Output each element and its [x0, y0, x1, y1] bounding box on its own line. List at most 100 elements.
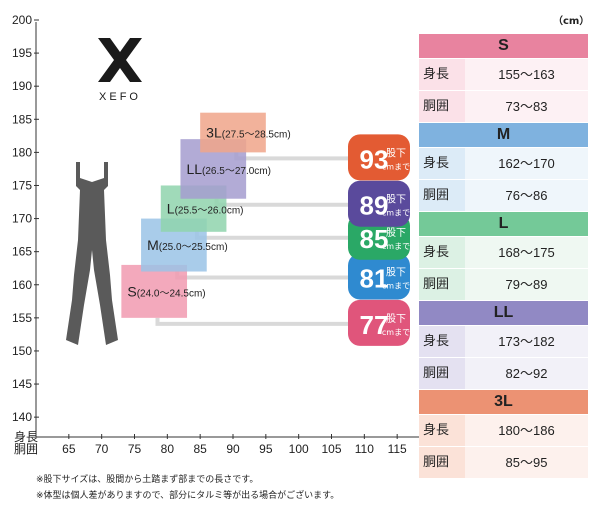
inseam-suffix-bottom-S: cmまで: [382, 328, 410, 337]
inseam-suffix-top-L: 股下: [386, 227, 406, 239]
y-tick-label: 200: [12, 13, 32, 27]
size-boxes: S(24.0〜24.5cm)M(25.0〜25.5cm)L(25.5〜26.0c…: [121, 112, 291, 318]
x-tick-label: 105: [321, 442, 341, 456]
y-tick-label: 165: [12, 245, 32, 259]
size-row-value: 168〜175: [465, 237, 588, 268]
size-box-3L: [200, 112, 266, 153]
connector-LL: [214, 198, 348, 207]
size-row-label: 胴囲: [423, 366, 450, 381]
size-row-height: 身長 155〜163: [419, 59, 588, 91]
y-tick-label: 155: [12, 311, 32, 325]
size-row-height: 身長 162〜170: [419, 148, 588, 180]
inseam-badge-M: [348, 253, 410, 300]
size-box-boot-S: (24.0〜24.5cm): [137, 288, 206, 299]
size-box-boot-M: (25.0〜25.5cm): [159, 242, 228, 253]
y-tick-label: 170: [12, 212, 32, 226]
inseam-badge-3L: [348, 134, 410, 181]
size-row-value: 85〜95: [465, 447, 588, 478]
inseam-suffix-bottom-L: cmまで: [382, 242, 410, 251]
size-row-value: 155〜163: [465, 59, 588, 90]
size-row-waist: 胴囲 73〜83: [419, 91, 588, 123]
size-box-boot-L: (25.5〜26.0cm): [175, 206, 244, 217]
size-table: S 身長 155〜163 胴囲 73〜83 M 身長 162〜170 胴囲 76〜86 L 身長 168…: [419, 34, 588, 479]
x-axis-title: 胴囲: [14, 442, 38, 456]
size-row-label: 身長: [423, 423, 450, 438]
y-tick-label: 145: [12, 377, 32, 391]
size-row-label: 胴囲: [423, 455, 450, 470]
inseam-suffix-top-LL: 股下: [386, 194, 406, 206]
inseam-value-L: 85: [360, 224, 389, 254]
size-row-label: 身長: [423, 245, 450, 260]
size-row-label: 胴囲: [423, 277, 450, 292]
size-row-value: 180〜186: [465, 415, 588, 446]
xefo-logo: XEFO: [98, 38, 142, 103]
wader-silhouette: [66, 162, 118, 345]
x-tick-label: 65: [62, 442, 76, 456]
size-heading: M: [419, 123, 588, 148]
inseam-value-M: 81: [360, 264, 389, 294]
inseam-badge-LL: [348, 180, 410, 227]
x-tick-label: 70: [95, 442, 109, 456]
size-heading: LL: [419, 301, 588, 326]
x-tick-label: 90: [226, 442, 240, 456]
size-row-value: 73〜83: [465, 91, 588, 122]
size-block-M: M 身長 162〜170 胴囲 76〜86: [419, 123, 588, 212]
x-tick-label: 100: [289, 442, 309, 456]
y-tick-label: 175: [12, 178, 32, 192]
logo-text: XEFO: [99, 91, 141, 103]
connector-L: [194, 231, 348, 240]
size-block-LL: LL 身長 173〜182 胴囲 82〜92: [419, 301, 588, 390]
note-inseam: ※股下サイズは、股間から土踏まず部までの長さです。: [36, 475, 259, 485]
size-row-value: 162〜170: [465, 148, 588, 179]
size-row-height: 身長 173〜182: [419, 326, 588, 358]
size-block-3L: 3L 身長 180〜186 胴囲 85〜95: [419, 390, 588, 479]
size-row-value: 76〜86: [465, 180, 588, 211]
size-row-height: 身長 168〜175: [419, 237, 588, 269]
inseam-suffix-bottom-M: cmまで: [382, 282, 410, 291]
size-row-height: 身長 180〜186: [419, 415, 588, 447]
x-tick-label: 115: [388, 442, 407, 456]
size-row-label: 胴囲: [423, 99, 450, 114]
y-tick-label: 190: [12, 79, 32, 93]
inseam-badge-S: [348, 299, 410, 346]
x-tick-label: 110: [355, 442, 374, 456]
y-tick-label: 140: [12, 410, 32, 424]
size-box-S: [121, 264, 188, 318]
size-row-waist: 胴囲 79〜89: [419, 269, 588, 301]
inseam-value-3L: 93: [360, 144, 389, 174]
size-row-label: 身長: [423, 334, 450, 349]
size-heading: L: [419, 212, 588, 237]
size-heading: S: [419, 34, 588, 59]
inseam-suffix-bottom-3L: cmまで: [382, 162, 410, 171]
size-block-L: L 身長 168〜175 胴囲 79〜89: [419, 212, 588, 301]
y-tick-label: 160: [12, 278, 32, 292]
y-tick-label: 180: [12, 145, 32, 159]
size-box-boot-LL: (26.5〜27.0cm): [202, 166, 271, 177]
unit-label: （cm）: [553, 16, 590, 27]
size-row-label: 身長: [423, 156, 450, 171]
y-tick-label: 150: [12, 344, 32, 358]
size-row-label: 胴囲: [423, 188, 450, 203]
y-tick-label: 185: [12, 112, 32, 126]
size-heading: 3L: [419, 390, 588, 415]
connector-3L: [234, 152, 348, 161]
connector-M: [175, 271, 348, 280]
x-tick-label: 95: [259, 442, 273, 456]
inseam-suffix-top-3L: 股下: [386, 147, 406, 159]
inseam-suffix-bottom-LL: cmまで: [382, 209, 410, 218]
inseam-suffix-top-S: 股下: [386, 313, 406, 325]
y-axis-title: 身長: [14, 429, 38, 444]
size-row-waist: 胴囲 85〜95: [419, 447, 588, 479]
x-tick-label: 80: [161, 442, 175, 456]
note-body-type: ※体型は個人差がありますので、部分にタルミ等が出る場合がございます。: [36, 491, 340, 501]
size-box-boot-3L: (27.5〜28.5cm): [222, 130, 291, 141]
size-row-waist: 胴囲 82〜92: [419, 358, 588, 390]
x-tick-label: 85: [193, 442, 207, 456]
y-tick-label: 195: [12, 46, 32, 60]
inseam-suffix-top-M: 股下: [386, 267, 406, 279]
size-row-value: 79〜89: [465, 269, 588, 300]
size-row-value: 82〜92: [465, 358, 588, 389]
x-tick-label: 75: [128, 442, 142, 456]
